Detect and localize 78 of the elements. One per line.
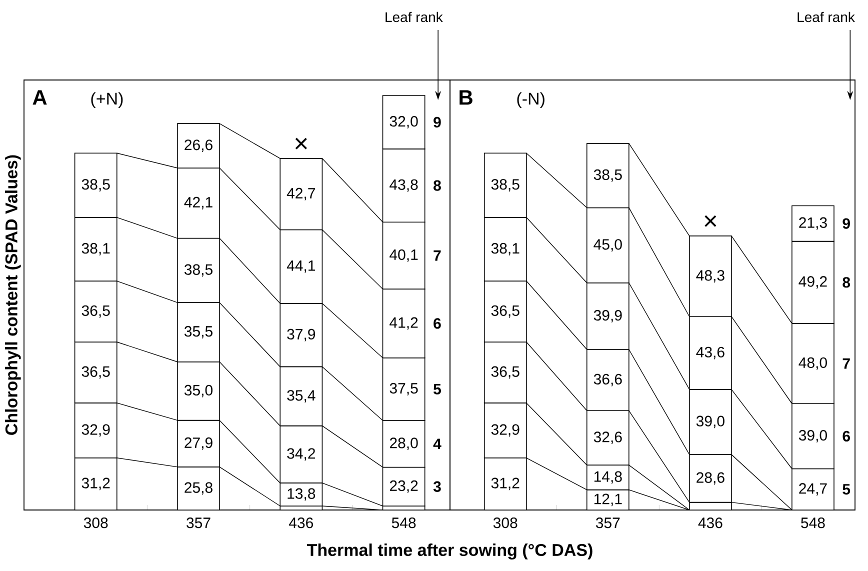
data-label: 37,5 bbox=[390, 382, 418, 396]
data-label: 41,2 bbox=[390, 317, 418, 330]
data-label: 23,2 bbox=[390, 480, 418, 493]
data-label: 32,9 bbox=[491, 424, 520, 437]
data-label: 45,0 bbox=[594, 239, 622, 252]
x-tick-label: 436 bbox=[698, 518, 722, 528]
chart-subtitle: (-N) bbox=[517, 92, 544, 108]
series-label: 8 bbox=[842, 277, 850, 288]
data-label: 31,2 bbox=[491, 478, 520, 490]
data-label: 32,6 bbox=[594, 432, 622, 444]
chart-title: A bbox=[32, 90, 47, 105]
series-label: 6 bbox=[434, 318, 441, 329]
series-label: 7 bbox=[842, 358, 850, 369]
data-label: 24,7 bbox=[799, 483, 827, 496]
y-axis-title: Chlorophyll content (SPAD Values) bbox=[4, 155, 21, 435]
data-label: 35,0 bbox=[184, 384, 213, 398]
x-axis-title: Thermal time after sowing (°C DAS) bbox=[306, 544, 592, 560]
data-label: 32,0 bbox=[390, 116, 418, 128]
series-label: 5 bbox=[434, 384, 441, 394]
data-label: 12,1 bbox=[594, 494, 622, 506]
series-label: 9 bbox=[434, 116, 441, 128]
series-label: 6 bbox=[842, 430, 850, 442]
data-label: 38,1 bbox=[491, 243, 520, 256]
annotation: × bbox=[704, 215, 716, 227]
series-label: 5 bbox=[842, 484, 850, 495]
data-label: 44,1 bbox=[286, 260, 316, 273]
data-label: 42,1 bbox=[184, 196, 212, 210]
data-label: 38,5 bbox=[491, 179, 520, 192]
series-label: 8 bbox=[434, 180, 441, 191]
data-label: 28,6 bbox=[696, 472, 724, 485]
data-label: 35,5 bbox=[184, 326, 212, 338]
data-label: 37,9 bbox=[287, 328, 316, 342]
x-tick-label: 357 bbox=[186, 518, 210, 528]
data-label: 36,6 bbox=[594, 374, 622, 386]
data-label: 42,7 bbox=[286, 188, 316, 200]
series-label: 3 bbox=[433, 481, 441, 492]
data-label: 43,8 bbox=[390, 179, 418, 192]
chart-title: B bbox=[460, 90, 472, 105]
x-tick-label: 357 bbox=[596, 518, 620, 528]
data-label: 48,0 bbox=[798, 357, 827, 370]
text: Leaf rank bbox=[798, 12, 855, 22]
series-label: 7 bbox=[434, 250, 441, 261]
data-label: 13,8 bbox=[288, 488, 316, 501]
data-label: 31,2 bbox=[82, 478, 110, 490]
series-label: 4 bbox=[433, 438, 442, 450]
data-label: 36,5 bbox=[82, 366, 110, 379]
x-tick-label: 548 bbox=[801, 518, 825, 528]
x-tick-label: 308 bbox=[84, 518, 108, 528]
data-label: 26,6 bbox=[184, 140, 212, 152]
data-label: 34,2 bbox=[287, 448, 316, 461]
x-tick-label: 308 bbox=[493, 518, 518, 528]
data-label: 39,9 bbox=[594, 310, 622, 322]
data-label: 38,5 bbox=[594, 169, 622, 182]
data-label: 27,9 bbox=[184, 437, 212, 450]
data-label: 38,5 bbox=[184, 264, 212, 277]
data-label: 39,0 bbox=[696, 416, 724, 428]
series-label: 9 bbox=[842, 218, 850, 229]
data-label: 14,8 bbox=[594, 471, 622, 484]
data-label: 32,9 bbox=[82, 424, 110, 437]
data-label: 36,5 bbox=[82, 305, 110, 318]
data-label: 40,1 bbox=[390, 249, 418, 262]
data-label: 43,6 bbox=[696, 346, 724, 360]
data-label: 38,5 bbox=[82, 179, 110, 192]
data-label: 36,5 bbox=[491, 305, 520, 318]
text: Leaf rank bbox=[386, 12, 443, 22]
data-label: 28,0 bbox=[390, 438, 418, 450]
chart-subtitle: (+N) bbox=[91, 92, 123, 108]
data-label: 49,2 bbox=[798, 276, 827, 289]
data-label: 48,3 bbox=[696, 270, 724, 282]
annotation: × bbox=[295, 138, 307, 150]
data-label: 35,4 bbox=[287, 390, 316, 402]
x-tick-label: 436 bbox=[288, 518, 314, 528]
data-label: 36,5 bbox=[491, 366, 520, 379]
data-label: 25,8 bbox=[184, 482, 212, 495]
data-label: 21,3 bbox=[799, 217, 827, 230]
data-label: 39,0 bbox=[798, 430, 827, 442]
x-tick-label: 548 bbox=[392, 518, 416, 528]
data-label: 38,1 bbox=[82, 243, 110, 256]
